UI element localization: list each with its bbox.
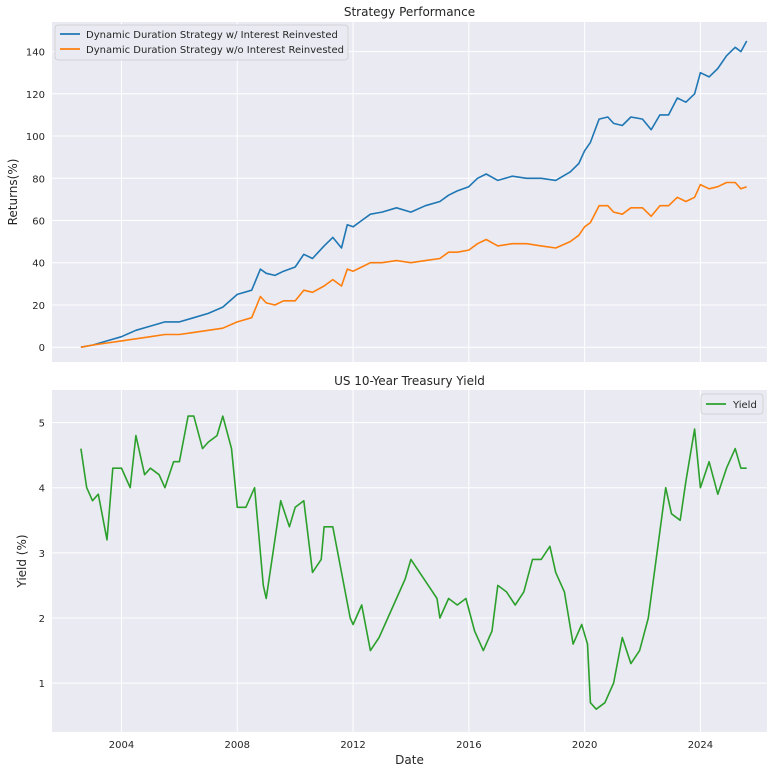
legend-label-reinvested: Dynamic Duration Strategy w/ Interest Re…: [86, 30, 338, 41]
chart-title: Strategy Performance: [344, 5, 475, 19]
x-tick-label: 2016: [456, 740, 481, 751]
x-tick-label: 2020: [572, 740, 597, 751]
x-tick-label: 2024: [688, 740, 713, 751]
axis-ticks: 1 2 3 4 5 2004 2008 2012 2016 2020 2024: [39, 419, 714, 751]
y-tick-label: 140: [26, 48, 45, 59]
chart-title: US 10-Year Treasury Yield: [334, 374, 485, 388]
legend-label-not-reinvested: Dynamic Duration Strategy w/o Interest R…: [86, 45, 344, 56]
series-line: [80, 40, 748, 348]
legend-label-yield: Yield: [732, 400, 757, 411]
y-tick-label: 80: [32, 174, 45, 185]
y-tick-label: 1: [39, 679, 45, 690]
y-tick-label: 100: [26, 132, 45, 143]
y-tick-label: 4: [39, 484, 45, 495]
legend: Yield: [700, 393, 764, 415]
grid: [52, 22, 767, 362]
plot-background: [52, 22, 767, 362]
x-axis-label: Date: [395, 753, 424, 767]
series-group: [80, 40, 748, 348]
legend-box: [700, 393, 764, 415]
y-tick-label: 20: [32, 301, 45, 312]
y-tick-label: 60: [32, 217, 45, 228]
y-tick-label: 40: [32, 259, 45, 270]
plot-background: [52, 390, 767, 732]
legend-box: [54, 24, 349, 61]
series-group: [80, 415, 747, 711]
legend: Dynamic Duration Strategy w/ Interest Re…: [54, 24, 349, 61]
axis-ticks: 0 20 40 60 80 100 120 140: [26, 48, 45, 355]
x-tick-label: 2004: [109, 740, 134, 751]
series-line: [80, 181, 747, 348]
y-tick-label: 2: [39, 614, 45, 625]
y-tick-label: 0: [39, 343, 45, 354]
y-axis-label: Yield (%): [15, 534, 29, 588]
y-tick-label: 120: [26, 90, 45, 101]
y-tick-label: 3: [39, 549, 45, 560]
y-axis-label: Returns(%): [6, 159, 20, 226]
treasury-yield-chart: 1 2 3 4 5 2004 2008 2012 2016 2020 2024 US 10-Year…: [15, 374, 767, 767]
series-line: [80, 415, 747, 711]
y-tick-label: 5: [39, 419, 45, 430]
x-tick-label: 2012: [340, 740, 365, 751]
x-tick-label: 2008: [225, 740, 250, 751]
